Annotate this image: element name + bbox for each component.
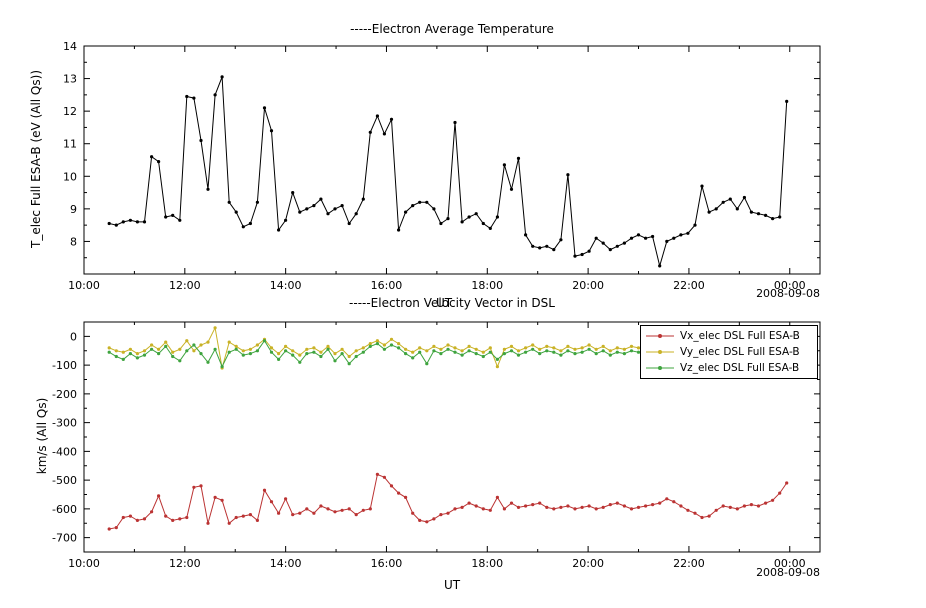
y-tick-label: 13 — [63, 73, 77, 86]
legend-item-vx: Vx_elec DSL Full ESA-B — [645, 328, 813, 344]
y-tick-label: -400 — [52, 445, 77, 458]
chart2-x-axis-label: UT — [443, 578, 461, 592]
legend-label-vz: Vz_elec DSL Full ESA-B — [680, 362, 800, 374]
x-tick-label: 16:00 — [371, 557, 403, 570]
y-tick-label: -100 — [52, 359, 77, 372]
vx-series-marker-icon — [646, 334, 674, 338]
series-t_elec — [107, 75, 789, 268]
y-tick-label: -200 — [52, 388, 77, 401]
x-tick-label: 14:00 — [270, 557, 302, 570]
chart2-title: -----Electron Velocity Vector in DSL — [349, 296, 555, 310]
x-tick-label: 18:00 — [471, 557, 503, 570]
vy-series-marker-icon — [646, 350, 674, 354]
y-tick-label: -500 — [52, 474, 77, 487]
x-tick-label: 10:00 — [68, 279, 100, 292]
plot-area-electron-average-temperature: 10:00 12:00 14:00 16:00 18:00 20:00 22:00 00:00… — [63, 40, 821, 292]
y-tick-label: 8 — [70, 235, 77, 248]
y-tick-label: 14 — [63, 40, 77, 53]
chart1-date-annotation: 2008-09-08 — [756, 287, 820, 300]
y-tick-label: 10 — [63, 170, 77, 183]
chart2-date-annotation: 2008-09-08 — [756, 566, 820, 579]
y-tick-label: 12 — [63, 105, 77, 118]
legend-label-vx: Vx_elec DSL Full ESA-B — [680, 330, 800, 342]
x-tick-label: 22:00 — [673, 557, 705, 570]
vz-series-marker-icon — [646, 366, 674, 370]
legend: Vx_elec DSL Full ESA-B Vy_elec DSL Full … — [640, 325, 818, 379]
y-tick-label: 0 — [70, 330, 77, 343]
legend-label-vy: Vy_elec DSL Full ESA-B — [680, 346, 800, 358]
axis-ticks — [83, 322, 820, 552]
legend-item-vz: Vz_elec DSL Full ESA-B — [645, 360, 813, 376]
y-tick-label: 9 — [70, 203, 77, 216]
y-tick-label: -700 — [52, 532, 77, 545]
chart1-title: -----Electron Average Temperature — [350, 22, 554, 36]
x-tick-label: 10:00 — [68, 557, 100, 570]
x-tick-label: 00:00 — [774, 279, 806, 292]
x-tick-label: 20:00 — [572, 557, 604, 570]
legend-item-vy: Vy_elec DSL Full ESA-B — [645, 344, 813, 360]
y-tick-label: -600 — [52, 503, 77, 516]
x-tick-label: 16:00 — [371, 279, 403, 292]
axis-ticks — [83, 45, 820, 274]
x-tick-label: 00:00 — [774, 557, 806, 570]
x-tick-label: 12:00 — [169, 557, 201, 570]
x-tick-label: 14:00 — [270, 279, 302, 292]
x-tick-label: 20:00 — [572, 279, 604, 292]
chart2-y-axis-label: km/s (All Qs) — [35, 397, 49, 475]
chart1-x-axis-label: UT — [435, 296, 453, 310]
plot-area-electron-velocity-dsl: 10:00 12:00 14:00 16:00 18:00 20:00 22:00 00:00… — [52, 321, 821, 570]
x-tick-label: 22:00 — [673, 279, 705, 292]
chart1-y-axis-label: T_elec Full ESA-B (eV (All Qs)) — [29, 70, 43, 249]
y-tick-label: 11 — [63, 138, 77, 151]
y-tick-label: -300 — [52, 417, 77, 430]
series-vx_elec — [107, 472, 789, 531]
x-tick-label: 18:00 — [471, 279, 503, 292]
x-tick-label: 12:00 — [169, 279, 201, 292]
